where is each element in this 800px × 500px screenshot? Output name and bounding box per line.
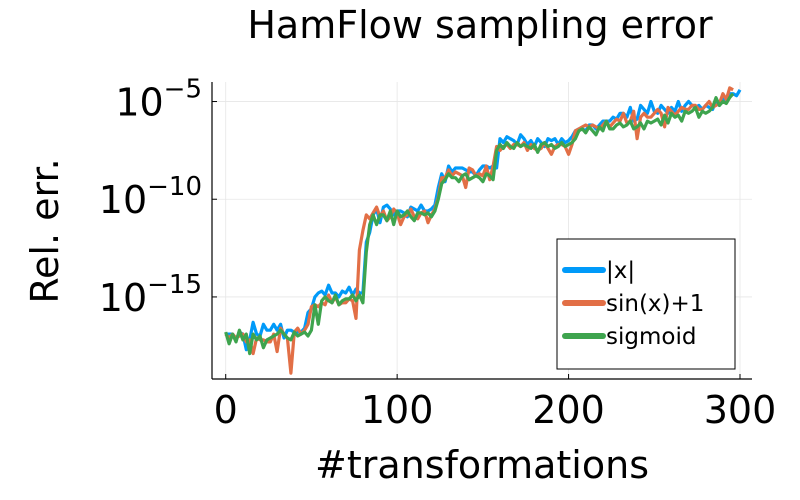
plot-frame xyxy=(211,82,752,380)
x-tick-label: 200 xyxy=(532,388,605,432)
legend-label: sigmoid xyxy=(606,324,696,350)
chart-title: HamFlow sampling error xyxy=(247,3,713,47)
y-tick-label: 10−5 xyxy=(115,75,202,125)
y-tick-label: 10−15 xyxy=(99,270,202,320)
x-ticks: 0 100 200 300 xyxy=(214,374,777,432)
x-tick-label: 0 xyxy=(214,388,238,432)
y-ticks: 10−15 10−10 10−5 xyxy=(99,75,217,320)
x-axis-label: #transformations xyxy=(315,443,649,487)
y-tick-label: 10−10 xyxy=(99,172,202,222)
legend: |x| sin(x)+1 sigmoid xyxy=(556,238,736,370)
series-line xyxy=(224,86,734,375)
series-line xyxy=(224,92,735,356)
legend-label: |x| xyxy=(606,258,635,284)
legend-label: sin(x)+1 xyxy=(606,291,704,317)
y-axis-label: Rel. err. xyxy=(23,158,67,303)
x-tick-label: 300 xyxy=(704,388,777,432)
x-tick-label: 100 xyxy=(361,388,434,432)
series-lines xyxy=(224,86,742,375)
grid xyxy=(212,82,752,379)
